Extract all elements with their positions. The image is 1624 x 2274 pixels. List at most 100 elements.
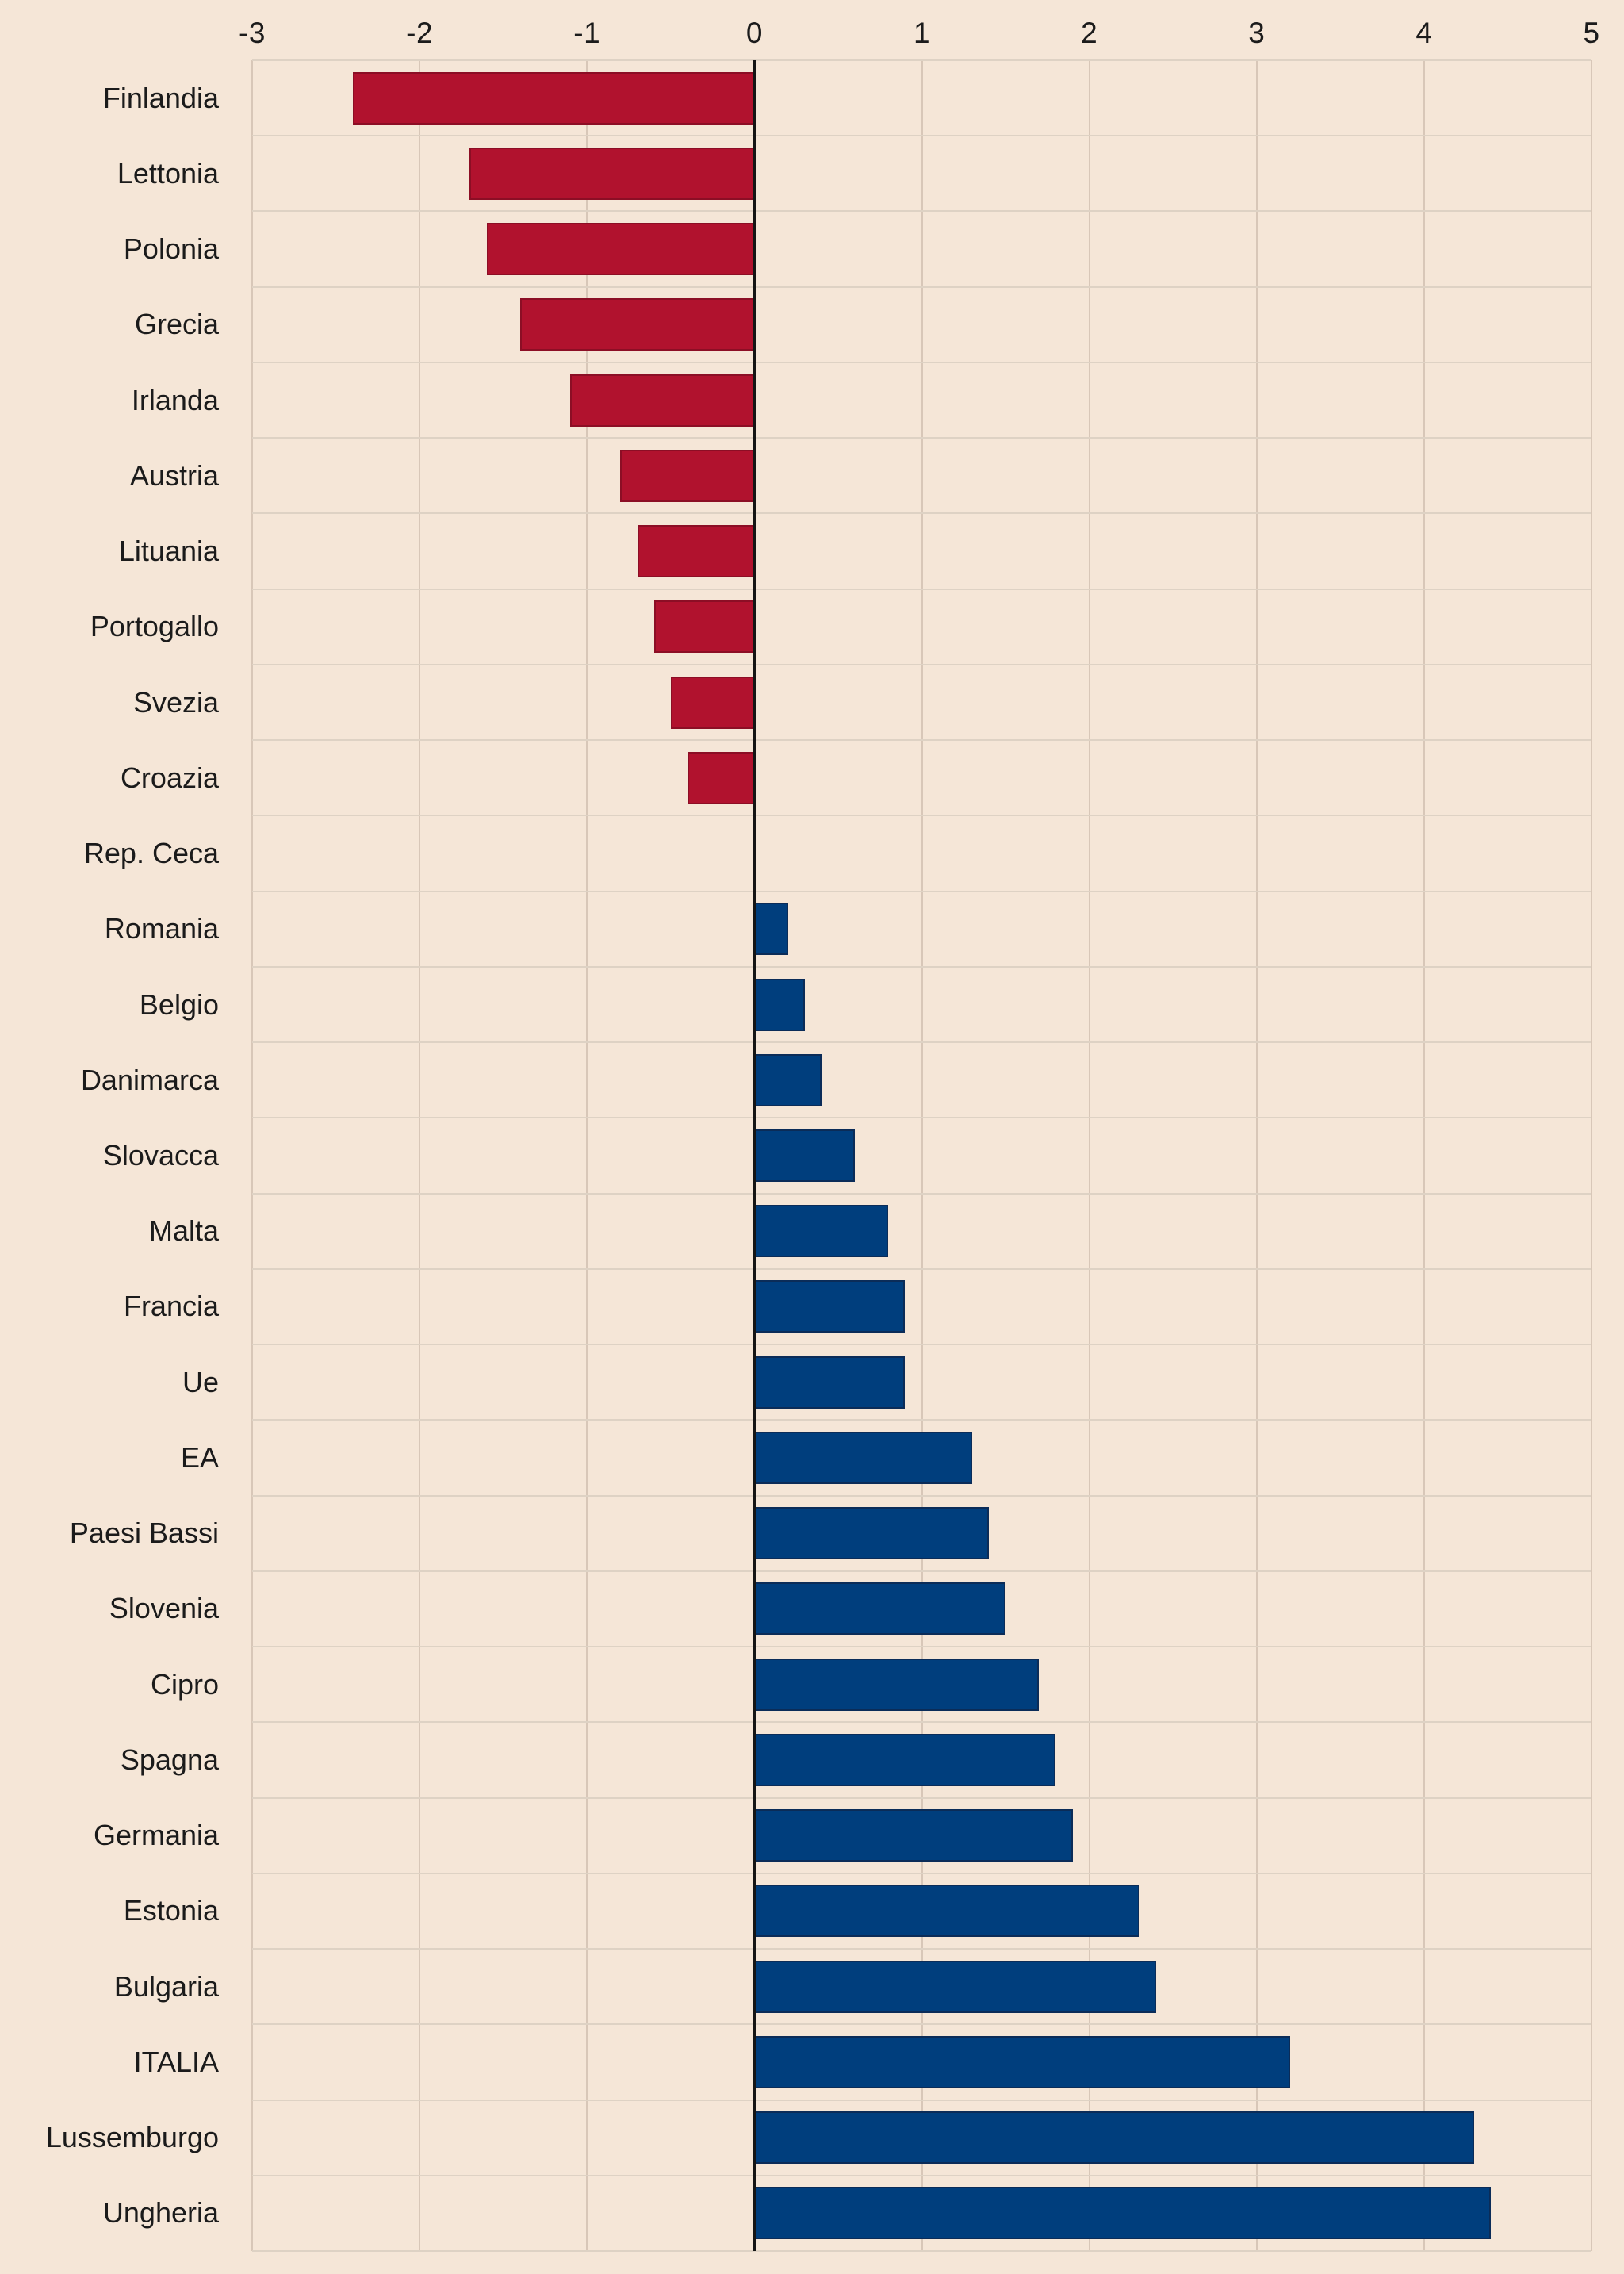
horizontal-gridline [252, 588, 1591, 590]
positive-bar [754, 1733, 1056, 1786]
horizontal-gridline [252, 739, 1591, 742]
horizontal-gridline [252, 286, 1591, 288]
positive-bar [754, 1053, 822, 1106]
zero-axis-line [753, 60, 756, 2251]
negative-bar [486, 223, 755, 276]
x-axis-tick-label: 2 [1081, 17, 1098, 49]
x-axis-tick-label: 4 [1415, 17, 1433, 49]
horizontal-gridline [252, 815, 1591, 817]
negative-bar [687, 751, 755, 804]
category-label: Bulgaria [113, 1969, 219, 2003]
horizontal-gridline [252, 59, 1591, 61]
horizontal-gridline [252, 210, 1591, 213]
positive-bar [754, 1356, 906, 1409]
horizontal-gridline [252, 1797, 1591, 1799]
negative-bar [670, 676, 755, 729]
horizontal-gridline [252, 1494, 1591, 1497]
vertical-gridline [251, 60, 253, 2251]
negative-bar [469, 147, 755, 200]
vertical-gridline [419, 60, 421, 2251]
positive-bar [754, 1809, 1073, 1862]
category-label: Germania [93, 1819, 219, 1852]
x-axis-tick-label: -2 [406, 17, 434, 49]
horizontal-gridline [252, 1041, 1591, 1044]
horizontal-gridline [252, 965, 1591, 968]
category-label: Ue [182, 1365, 219, 1398]
horizontal-gridline [252, 1721, 1591, 1724]
positive-bar [754, 2187, 1492, 2240]
category-label: Francia [123, 1290, 219, 1323]
horizontal-gridline [252, 1419, 1591, 1421]
category-label: Slovacca [102, 1139, 219, 1172]
category-label: Svezia [132, 685, 219, 719]
category-label: Finlandia [102, 81, 219, 114]
vertical-gridline [1423, 60, 1425, 2251]
x-axis-tick-label: -1 [573, 17, 601, 49]
category-label: Irlanda [131, 383, 219, 416]
negative-bar [352, 71, 755, 125]
horizontal-gridline [252, 437, 1591, 439]
category-label: Belgio [139, 987, 219, 1021]
category-label: Danimarca [80, 1063, 219, 1096]
horizontal-gridline [252, 2099, 1591, 2101]
category-label: Estonia [123, 1894, 219, 1927]
category-label: EA [180, 1440, 219, 1474]
category-label: Lussemburgo [45, 2121, 219, 2154]
horizontal-gridline [252, 1117, 1591, 1119]
category-label: Grecia [134, 308, 219, 341]
horizontal-gridline [252, 512, 1591, 515]
category-label: Croazia [120, 761, 219, 794]
category-label: Lettonia [117, 156, 219, 190]
category-label: Cipro [150, 1667, 219, 1701]
category-label: Slovenia [109, 1592, 219, 1625]
horizontal-gridline [252, 1948, 1591, 1950]
horizontal-gridline [252, 890, 1591, 892]
vertical-gridline [921, 60, 923, 2251]
positive-bar [754, 2035, 1290, 2088]
x-axis-tick-label: 3 [1248, 17, 1266, 49]
horizontal-gridline [252, 1646, 1591, 1648]
category-label: Austria [129, 458, 219, 492]
category-label: Lituania [118, 535, 219, 568]
horizontal-gridline [252, 2174, 1591, 2176]
horizontal-gridline [252, 1192, 1591, 1195]
vertical-gridline [586, 60, 588, 2251]
positive-bar [754, 1431, 972, 1484]
horizontal-gridline [252, 2250, 1591, 2252]
horizontal-gridline [252, 361, 1591, 363]
negative-bar [519, 298, 755, 351]
positive-bar [754, 1658, 1040, 1711]
horizontal-gridline [252, 1267, 1591, 1270]
category-label: Rep. Ceca [83, 837, 219, 870]
positive-bar [754, 1582, 1006, 1636]
category-label: Ungheria [102, 2196, 219, 2230]
negative-bar [637, 525, 755, 578]
horizontal-gridline [252, 1570, 1591, 1572]
negative-bar [653, 600, 755, 654]
vertical-gridline [1255, 60, 1258, 2251]
negative-bar [570, 374, 755, 427]
vertical-gridline [1088, 60, 1090, 2251]
positive-bar [754, 1280, 906, 1333]
negative-bar [620, 449, 755, 502]
category-label: ITALIA [133, 2045, 219, 2078]
positive-bar [754, 1205, 889, 1258]
horizontal-gridline [252, 1872, 1591, 1874]
category-label: Spagna [120, 1743, 219, 1776]
horizontal-gridline [252, 663, 1591, 665]
category-label: Paesi Bassi [69, 1517, 219, 1550]
category-label: Portogallo [90, 610, 219, 643]
horizontal-gridline [252, 1344, 1591, 1346]
category-label: Malta [148, 1214, 219, 1248]
x-axis-tick-label: 5 [1583, 17, 1600, 49]
positive-bar [754, 1129, 856, 1182]
category-label: Polonia [123, 232, 219, 266]
positive-bar [754, 1960, 1157, 2013]
x-axis-tick-label: -3 [239, 17, 266, 49]
horizontal-gridline [252, 2023, 1591, 2026]
horizontal-gridline [252, 135, 1591, 137]
x-axis-tick-label: 0 [745, 17, 763, 49]
positive-bar [754, 2111, 1475, 2165]
category-label: Romania [104, 912, 219, 945]
